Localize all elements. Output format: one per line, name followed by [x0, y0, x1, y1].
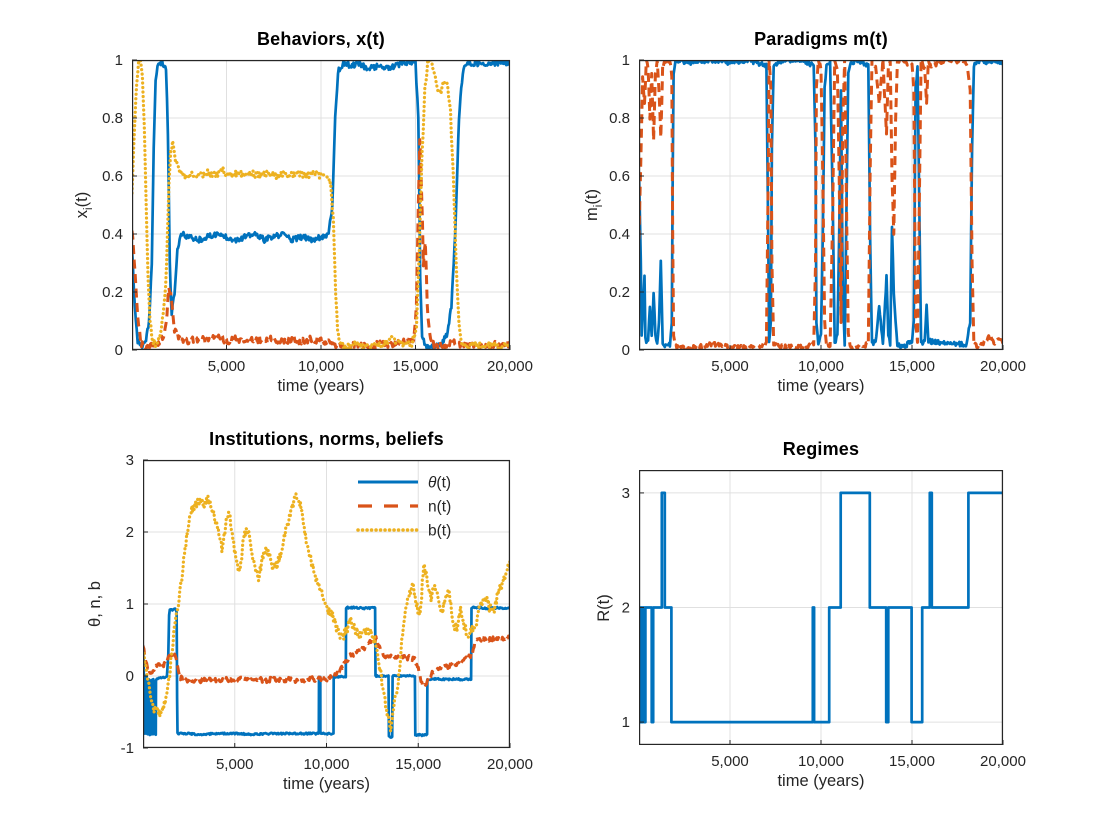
y-axis-label: θ, n, b	[86, 581, 104, 627]
plot-area-regimes: 5,000 10,000 15,000 20,000 1 2 3	[622, 470, 1026, 770]
x-axis-label: time (years)	[282, 775, 371, 793]
paradigms-chart: Paradigms m(t) mi(t) time (years) 5,000 1…	[583, 29, 1026, 395]
svg-text:2: 2	[126, 524, 134, 541]
plot-area-behaviors: 5,000 10,000 15,000 20,000 0 0.2 0.4 0.6 0.8 1	[102, 52, 533, 375]
svg-text:0.8: 0.8	[609, 110, 630, 127]
plot-area-institutions: 5,000 10,000 15,000 20,000 -1 0 1 2 3 θ(t) n(t) b(t…	[121, 452, 533, 773]
svg-text:2: 2	[622, 600, 630, 617]
svg-text:0: 0	[115, 342, 123, 359]
svg-text:0: 0	[622, 342, 630, 359]
svg-text:b(t): b(t)	[428, 523, 451, 540]
svg-text:0.6: 0.6	[102, 168, 123, 185]
x-axis-label: time (years)	[777, 772, 865, 790]
svg-text:0.4: 0.4	[609, 226, 630, 243]
svg-text:0.2: 0.2	[102, 284, 123, 301]
svg-text:0.8: 0.8	[102, 110, 123, 127]
svg-text:15,000: 15,000	[395, 756, 441, 773]
svg-text:10,000: 10,000	[304, 756, 350, 773]
svg-text:10,000: 10,000	[798, 358, 844, 375]
institutions-chart: Institutions, norms, beliefs θ, n, b tim…	[86, 429, 533, 793]
chart-title-paradigms: Paradigms m(t)	[754, 29, 888, 49]
svg-text:15,000: 15,000	[889, 753, 935, 770]
svg-text:5,000: 5,000	[216, 756, 254, 773]
svg-text:20,000: 20,000	[487, 358, 533, 375]
svg-text:θ(t): θ(t)	[428, 475, 451, 492]
chart-title-institutions: Institutions, norms, beliefs	[209, 429, 444, 449]
chart-title-regimes: Regimes	[782, 439, 860, 459]
svg-text:5,000: 5,000	[711, 753, 749, 770]
svg-text:0.6: 0.6	[609, 168, 630, 185]
svg-text:0.4: 0.4	[102, 226, 123, 243]
svg-text:5,000: 5,000	[711, 358, 749, 375]
svg-text:1: 1	[622, 52, 630, 69]
svg-text:1: 1	[126, 596, 134, 613]
svg-text:20,000: 20,000	[487, 756, 533, 773]
svg-text:0.2: 0.2	[609, 284, 630, 301]
svg-text:20,000: 20,000	[980, 358, 1026, 375]
regimes-chart: Regimes R(t) time (years) 5,000 10,000 15,…	[595, 439, 1026, 790]
x-axis-label: time (years)	[277, 377, 365, 395]
y-axis-label: R(t)	[595, 593, 613, 622]
y-axis-label: xi(t)	[73, 191, 95, 219]
svg-text:10,000: 10,000	[798, 753, 844, 770]
svg-text:1: 1	[115, 52, 123, 69]
svg-text:3: 3	[126, 452, 134, 469]
svg-text:5,000: 5,000	[208, 358, 246, 375]
x-axis-label: time (years)	[777, 377, 865, 395]
svg-text:15,000: 15,000	[889, 358, 935, 375]
chart-title-behaviors: Behaviors, x(t)	[256, 29, 386, 49]
y-axis-label: mi(t)	[583, 189, 605, 221]
svg-text:10,000: 10,000	[298, 358, 344, 375]
svg-text:-1: -1	[121, 740, 134, 757]
svg-text:n(t): n(t)	[428, 499, 451, 516]
plot-area-paradigms: 5,000 10,000 15,000 20,000 0 0.2 0.4 0.6 0.8 1	[609, 52, 1026, 375]
svg-text:1: 1	[622, 714, 630, 731]
svg-text:15,000: 15,000	[393, 358, 439, 375]
svg-text:0: 0	[126, 668, 134, 685]
behaviors-chart: Behaviors, x(t) xi(t) time (years) 5,000…	[73, 29, 533, 395]
svg-text:20,000: 20,000	[980, 753, 1026, 770]
svg-text:3: 3	[622, 485, 630, 502]
